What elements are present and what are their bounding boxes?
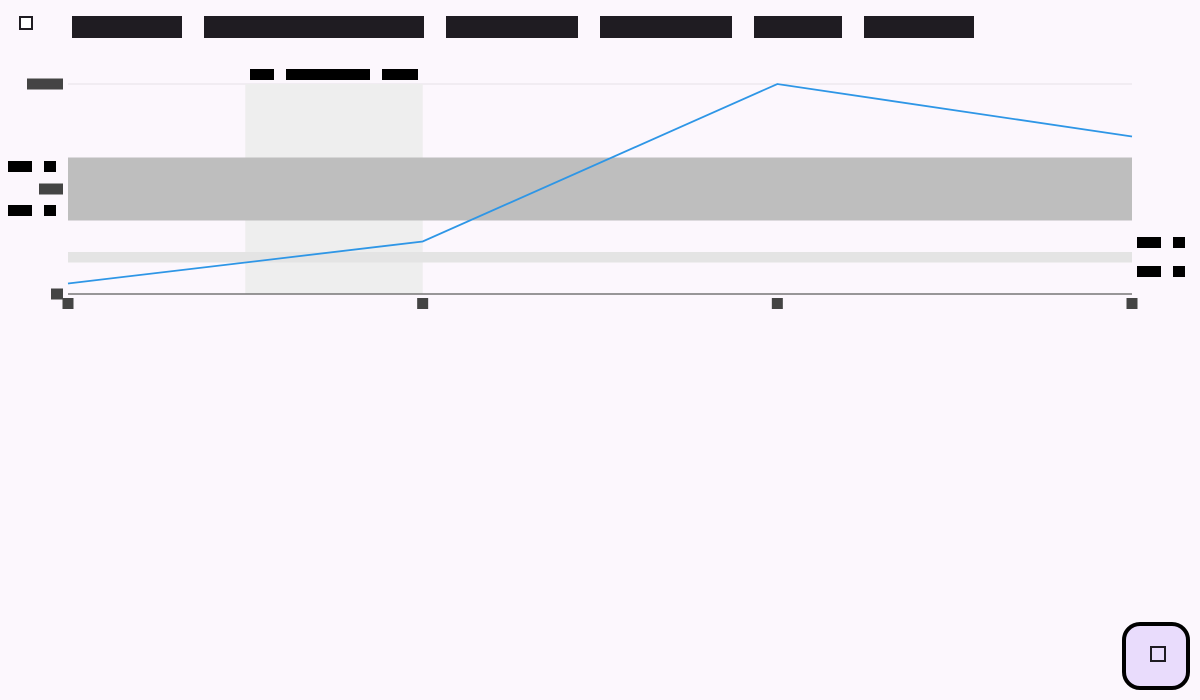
tab-3[interactable] — [446, 16, 578, 38]
tab-6[interactable] — [864, 16, 974, 38]
tab-2[interactable] — [204, 16, 424, 38]
reference-band-0 — [68, 157, 1132, 221]
band-label-left-0-word — [8, 161, 32, 172]
highlight-label-block-2 — [382, 69, 418, 80]
tab-1[interactable] — [72, 16, 182, 38]
fab-button[interactable] — [1122, 622, 1190, 690]
band-label-left-1-word — [8, 205, 32, 216]
y-tick-label-0 — [51, 288, 63, 300]
x-tick-label-1 — [417, 298, 429, 309]
y-tick-label-2 — [27, 78, 63, 90]
x-tick-label-3 — [1126, 298, 1138, 309]
toolbar — [0, 0, 1200, 56]
band-label-right-1-word — [1137, 266, 1161, 277]
x-tick-label-2 — [771, 298, 783, 309]
reference-band-1 — [68, 252, 1132, 263]
highlight-label-block-0 — [250, 69, 274, 80]
series-line-0 — [67, 83, 1133, 285]
band-label-right-1-value — [1173, 266, 1185, 277]
highlight-label-block-1 — [286, 69, 370, 80]
y-tick-label-1 — [39, 183, 63, 195]
tab-4[interactable] — [600, 16, 732, 38]
band-label-right-0-word — [1137, 237, 1161, 248]
x-tick-label-0 — [62, 298, 74, 309]
select-all-checkbox[interactable] — [19, 16, 33, 30]
band-label-right-0-value — [1173, 237, 1185, 248]
band-label-left-1-value — [44, 205, 56, 216]
band-label-left-0-value — [44, 161, 56, 172]
square-icon — [1150, 646, 1166, 662]
tab-5[interactable] — [754, 16, 842, 38]
